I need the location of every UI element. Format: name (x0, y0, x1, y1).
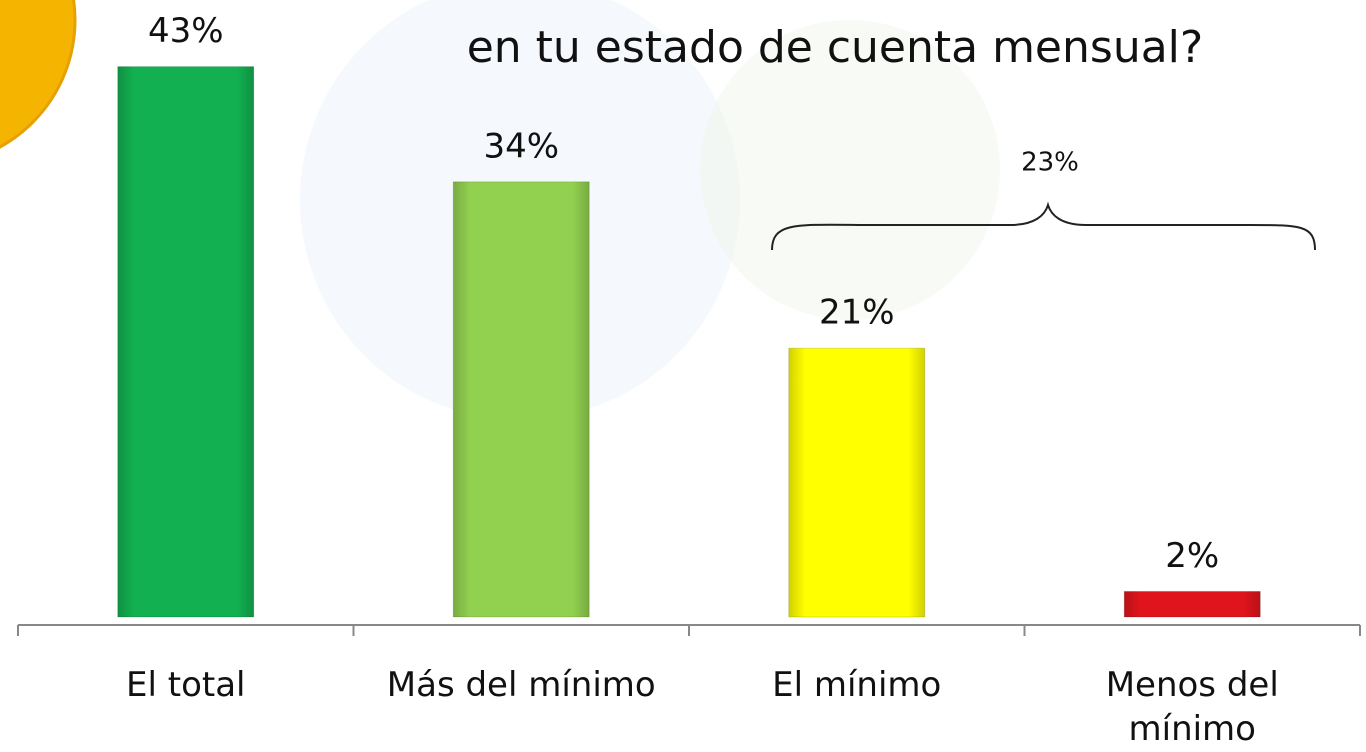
value-label: 21% (819, 293, 895, 333)
bar-shade (117, 66, 254, 618)
value-label: 2% (1165, 536, 1219, 576)
decor-sun (0, 0, 77, 149)
chart-title: en tu estado de cuenta mensual? (467, 22, 1204, 73)
x-tick-label: Menos del mínimo (1105, 665, 1279, 749)
brace (771, 201, 1316, 251)
x-tick-label: Más del mínimo (386, 665, 656, 705)
bar-shade (453, 181, 590, 618)
value-label: 43% (148, 11, 224, 51)
value-label: 34% (483, 126, 559, 166)
bar-shade (788, 348, 925, 617)
annotation: 23% (1021, 148, 1079, 178)
decor-watermark (700, 20, 1000, 320)
bar-shade (1124, 591, 1261, 617)
x-tick-label: El total (126, 665, 246, 705)
x-tick-label: El mínimo (772, 665, 942, 705)
